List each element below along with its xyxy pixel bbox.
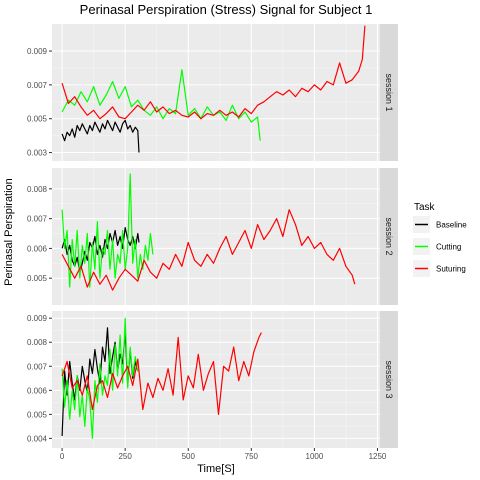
y-tick-label: 0.008	[27, 338, 48, 347]
y-axis-title: Perinasal Perspiration	[3, 178, 15, 286]
facet-strip	[380, 168, 398, 305]
series-line-suturing	[61, 332, 262, 415]
x-tick-label: 750	[245, 452, 259, 461]
y-tick-label: 0.009	[27, 314, 48, 323]
y-tick-label: 0.006	[27, 244, 48, 253]
legend-label: Suturing	[436, 265, 466, 274]
legend: Task Baseline Cutting Suturing	[413, 202, 467, 277]
series-line-suturing	[61, 25, 366, 120]
legend-label: Baseline	[436, 221, 467, 230]
x-tick-label: 0	[60, 452, 65, 461]
chart-title: Perinasal Perspiration (Stress) Signal f…	[80, 2, 373, 17]
x-tick-label: 250	[118, 452, 132, 461]
y-tick-label: 0.009	[27, 47, 48, 56]
x-axis-title: Time[S]	[197, 463, 235, 475]
legend-title: Task	[414, 202, 436, 213]
x-tick-label: 500	[182, 452, 196, 461]
legend-item-suturing: Suturing	[413, 260, 466, 277]
y-tick-label: 0.007	[27, 362, 48, 371]
legend-label: Cutting	[436, 243, 461, 252]
facet-strip	[380, 24, 398, 161]
facet-panel-3: 0.004 0.005 0.006 0.007 0.008 0.009 session 3	[27, 311, 398, 448]
series-line-cutting	[61, 69, 261, 141]
y-tick-label: 0.005	[27, 410, 48, 419]
y-tick-label: 0.007	[27, 215, 48, 224]
facet-strip-label: session 2	[384, 217, 394, 255]
legend-item-cutting: Cutting	[413, 238, 461, 255]
facet-strip-label: session 1	[384, 73, 394, 111]
y-tick-label: 0.003	[27, 149, 48, 158]
series-line-baseline	[61, 119, 140, 153]
y-tick-label: 0.008	[27, 185, 48, 194]
series-line-suturing	[61, 209, 356, 291]
y-tick-label: 0.005	[27, 115, 48, 124]
facet-strip	[380, 311, 398, 448]
legend-item-baseline: Baseline	[413, 216, 467, 233]
y-tick-label: 0.005	[27, 274, 48, 283]
facet-panel-2: 0.005 0.006 0.007 0.008 session 2	[27, 168, 398, 305]
y-tick-label: 0.004	[27, 434, 48, 443]
y-tick-label: 0.006	[27, 386, 48, 395]
facet-strip-label: session 3	[384, 360, 394, 398]
series-line-cutting	[61, 173, 154, 288]
series-line-cutting	[61, 317, 139, 439]
panel-background	[52, 24, 380, 161]
x-tick-label: 1250	[369, 452, 387, 461]
y-tick-label: 0.007	[27, 81, 48, 90]
x-tick-label: 1000	[306, 452, 324, 461]
facet-panel-1: 0.003 0.005 0.007 0.009 session 1	[27, 24, 398, 161]
